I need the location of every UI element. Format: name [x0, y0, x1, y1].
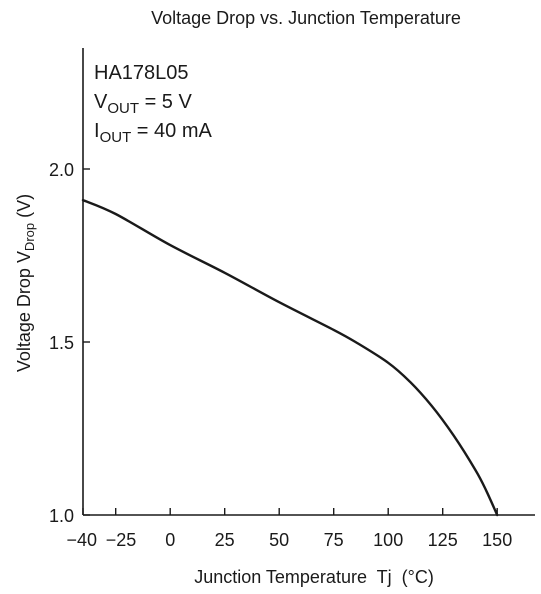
x-tick-label: 25 [215, 530, 235, 550]
y-tick-label: 2.0 [49, 160, 74, 180]
x-tick-label: 0 [165, 530, 175, 550]
x-tick-label: 100 [373, 530, 403, 550]
series-line [81, 198, 499, 517]
annotation-vout-sub: OUT [107, 100, 139, 117]
annotation-iout-sub: OUT [100, 129, 132, 146]
x-tick-label: 150 [482, 530, 512, 550]
y-axis-label-prefix: Voltage Drop V [14, 251, 34, 372]
x-tick-label: −25 [106, 530, 137, 550]
y-axis-label: Voltage Drop VDrop (V) [14, 194, 37, 372]
axes [82, 48, 535, 516]
x-tick-label: 125 [428, 530, 458, 550]
annotation-part: HA178L05 [94, 62, 189, 84]
x-axis-label: Junction Temperature Tj (°C) [194, 567, 434, 587]
y-axis-label-suffix: (V) [14, 194, 34, 223]
y-tick-label: 1.0 [49, 506, 74, 526]
annotation-iout: IOUT = 40 mA [94, 120, 212, 146]
annotation-vout-rest: = 5 V [139, 91, 192, 113]
x-ticks: −40 −25 0 25 50 75 100 125 150 [66, 508, 512, 550]
annotation-iout-rest: = 40 mA [131, 120, 212, 142]
x-tick-label: 50 [269, 530, 289, 550]
chart-title: Voltage Drop vs. Junction Temperature [151, 8, 461, 28]
y-ticks: 1.0 1.5 2.0 [49, 160, 90, 526]
y-axis-label-sub: Drop [22, 223, 37, 251]
annotation-vout-main: V [94, 91, 108, 113]
series-group [81, 198, 499, 517]
annotation-iout-main: I [94, 120, 100, 142]
annotation-block: HA178L05 VOUT = 5 V IOUT = 40 mA [94, 62, 212, 146]
y-tick-label: 1.5 [49, 333, 74, 353]
x-tick-label: −40 [66, 530, 97, 550]
x-tick-label: 75 [324, 530, 344, 550]
annotation-vout: VOUT = 5 V [94, 91, 192, 117]
